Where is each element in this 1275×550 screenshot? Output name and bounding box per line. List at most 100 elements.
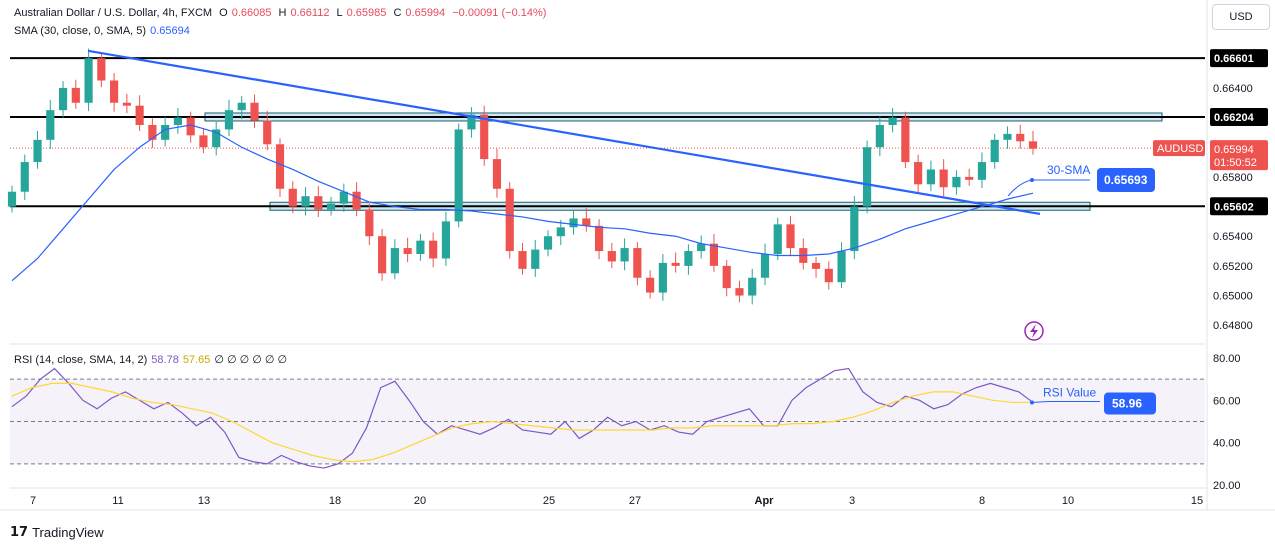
candle-body — [569, 218, 578, 228]
candle-body — [735, 288, 744, 296]
candle — [914, 154, 923, 193]
price-tick-label: 0.65200 — [1213, 261, 1253, 273]
tradingview-icon: 𝟭𝟳 — [10, 524, 29, 539]
candle-body — [914, 162, 923, 185]
candle — [429, 232, 438, 268]
candle-body — [901, 117, 910, 163]
rsi-tick-label: 20.00 — [1213, 480, 1241, 492]
open-label: O — [219, 7, 228, 19]
candle-body — [71, 87, 80, 103]
candle-body — [416, 240, 425, 255]
level-price-badge — [1210, 107, 1268, 126]
candle-body — [505, 188, 514, 252]
level-price-badge — [1210, 197, 1268, 216]
candle — [416, 233, 425, 261]
candle — [352, 182, 361, 217]
candle — [811, 256, 821, 278]
candle-body — [173, 117, 182, 125]
candle-body — [403, 248, 412, 255]
time-tick-label: 13 — [198, 495, 210, 507]
candle — [84, 48, 93, 111]
low-value: 0.65985 — [346, 7, 387, 19]
candle-body — [161, 124, 170, 140]
candle — [594, 219, 604, 260]
time-tick-label: 10 — [1062, 495, 1074, 507]
candle — [97, 52, 106, 88]
currency-button[interactable]: USD — [1212, 4, 1270, 30]
candle — [1016, 124, 1025, 149]
candle — [531, 239, 540, 278]
candle-body — [46, 110, 55, 140]
candle-body — [607, 251, 616, 262]
candle-body — [122, 102, 131, 106]
candle — [288, 181, 297, 214]
level-price-label: 0.66601 — [1214, 53, 1254, 65]
candle — [760, 243, 770, 286]
candle-body — [480, 114, 489, 160]
bar-countdown: 01:50:52 — [1214, 157, 1257, 169]
lightning-icon-bolt — [1030, 324, 1038, 338]
rsi-tick-label: 60.00 — [1213, 395, 1241, 407]
candle — [926, 160, 935, 191]
rsi-callout-value: 58.96 — [1112, 397, 1142, 411]
candle — [735, 280, 744, 303]
candle-body — [352, 191, 361, 210]
rsi-tick-label: 80.00 — [1213, 353, 1241, 365]
candle — [977, 152, 987, 189]
level-price-badge — [1210, 49, 1268, 68]
candle — [135, 95, 144, 131]
sma-30-line — [11, 124, 1034, 282]
candle-body — [977, 162, 987, 180]
candle — [480, 105, 489, 166]
time-tick-label: 7 — [30, 495, 36, 507]
candle-body — [531, 249, 540, 269]
candle — [556, 219, 565, 246]
candle-body — [237, 102, 246, 111]
candle-body — [199, 135, 208, 148]
candle-body — [378, 236, 387, 274]
candle — [148, 118, 157, 148]
candle — [722, 259, 731, 297]
symbol-badge-label: AUDUSD — [1157, 143, 1204, 155]
candle-body — [939, 169, 948, 188]
candle-body — [1016, 133, 1025, 142]
candle — [1003, 126, 1012, 149]
high-value: 0.66112 — [290, 7, 330, 19]
candle — [505, 182, 514, 259]
candle-body — [84, 58, 93, 103]
tradingview-logo[interactable]: 𝟭𝟳 TradingView — [10, 524, 104, 540]
change-value: −0.00091 (−0.14%) — [452, 7, 547, 19]
candle-body — [709, 243, 719, 266]
sma-callout-dot — [1030, 178, 1034, 182]
candle-body — [824, 268, 833, 283]
candle — [199, 127, 208, 154]
candle — [492, 148, 502, 198]
candle-body — [467, 114, 476, 130]
time-tick-label: 15 — [1191, 495, 1203, 507]
time-tick-label: Apr — [755, 495, 775, 507]
candle-body — [594, 225, 604, 252]
candle-body — [837, 251, 846, 283]
price-tick-label: 0.65000 — [1213, 291, 1253, 303]
time-tick-label: 11 — [112, 495, 123, 507]
candle — [863, 140, 872, 214]
candle — [965, 168, 974, 186]
sma-callout-value: 0.65693 — [1104, 173, 1148, 187]
rsi-tick-label: 40.00 — [1213, 438, 1241, 450]
sma-value: 0.65694 — [150, 25, 190, 37]
candle-body — [212, 129, 221, 148]
price-tick-label: 0.65800 — [1213, 172, 1253, 184]
candle-body — [965, 176, 974, 180]
candle — [58, 81, 68, 118]
candle-body — [1003, 133, 1012, 140]
current-price-value: 0.65994 — [1214, 144, 1254, 156]
level-price-label: 0.66204 — [1214, 112, 1255, 124]
candle-body — [148, 124, 157, 140]
rsi-sma-line — [11, 382, 1033, 463]
candle — [314, 185, 323, 217]
candle-body — [454, 129, 463, 222]
candle — [837, 242, 846, 289]
time-tick-label: 8 — [979, 495, 985, 507]
candle-body — [888, 117, 897, 125]
